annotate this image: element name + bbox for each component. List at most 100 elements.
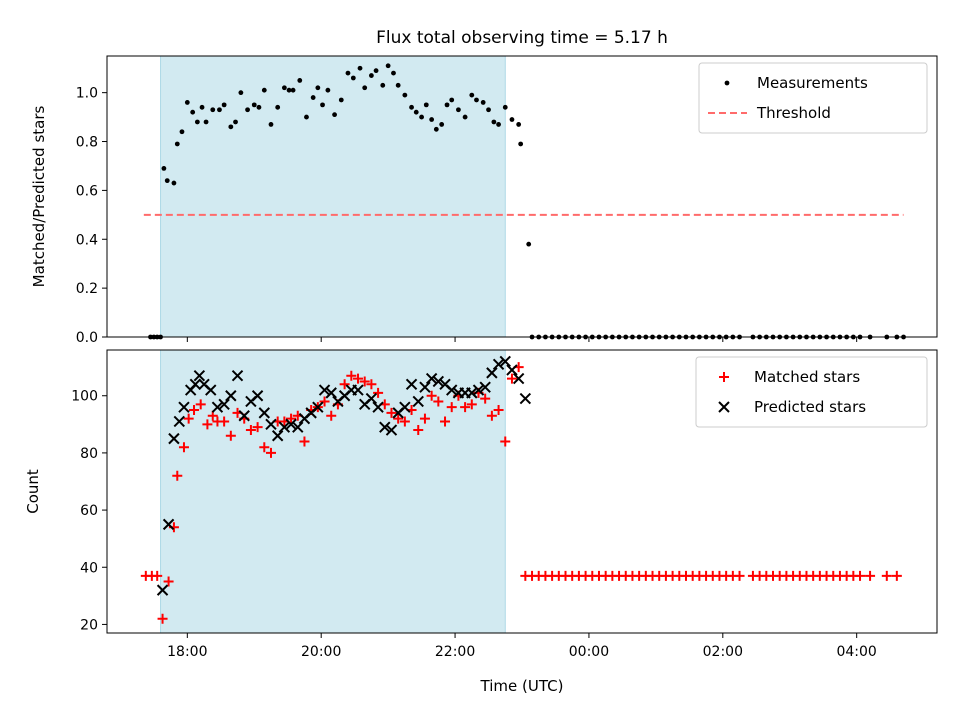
measurement-point [245,107,250,113]
matched-point [493,405,504,416]
measurement-point [526,241,532,247]
measurement-point [325,87,331,93]
matched-point [855,570,866,581]
measurement-point [171,180,177,186]
measurement-point [320,102,325,108]
series-predicted-stars [156,355,532,596]
measurement-point [256,104,262,110]
measurement-point [469,92,475,98]
measurement-point [338,97,344,103]
count-panel: 20 40 60 80 100 Count 18:00 20:00 22:00 00:00 02:0… [24,349,938,660]
matched-point [440,416,451,427]
predicted-point [519,392,532,405]
matched-point [413,425,424,436]
measurement-point [357,65,363,71]
measurement-point [456,107,461,113]
y-axis: 0.0 0.2 0.4 0.6 0.8 1.0 [76,86,107,346]
predicted-point [251,390,264,402]
matched-point [433,396,444,407]
predicted-point [419,381,431,393]
y-tick-label: 1.0 [76,86,98,102]
legend-label: Predicted stars [754,398,866,416]
measurement-point [332,112,337,118]
matched-point [881,570,892,581]
predicted-point [372,401,384,413]
matched-point [359,376,370,387]
predicted-point [271,430,284,442]
measurement-point [286,87,292,93]
measurement-point [423,102,429,108]
matched-point [373,387,384,398]
y-axis: 20 40 60 80 100 [71,389,107,633]
matched-point [163,576,174,587]
legend-box [695,356,928,428]
matched-point [172,470,183,481]
matched-point [891,570,902,581]
measurement-point [164,178,170,184]
predicted-point [506,364,518,376]
measurement-point [345,70,351,76]
predicted-point [412,395,424,408]
predicted-point [231,370,244,382]
predicted-point [218,398,230,411]
predicted-point [512,372,525,385]
matched-point [152,570,163,581]
matched-point [225,430,236,441]
legend-label: Measurements [757,74,868,92]
legend-label: Matched stars [754,368,860,386]
matched-point [265,447,276,458]
measurement-point [310,95,316,100]
matched-point [393,413,404,424]
matched-point [299,436,310,447]
plot-frame [106,349,938,634]
predicted-point [466,387,478,399]
predicted-point [292,421,304,433]
legend-marker [724,80,730,86]
matched-point [353,373,364,384]
measurement-point [433,126,439,132]
measurement-point [362,85,368,91]
predicted-point [278,421,291,433]
predicted-point [472,384,485,396]
legend: Measurements Threshold [698,62,928,134]
predicted-point [405,378,418,391]
matched-point [157,613,168,624]
matched-point [339,379,350,390]
y-tick-label: 0.2 [76,281,98,297]
measurement-point [518,141,524,147]
measurement-point [439,122,445,127]
matched-point [486,410,497,421]
measurement-point [203,119,209,125]
predicted-point [492,358,505,371]
predicted-point [318,384,331,396]
predicted-point [486,367,498,379]
matched-point [386,407,397,418]
predicted-point [178,401,190,413]
matched-point [286,413,297,424]
plot-frame [106,55,938,338]
matched-point [366,379,377,390]
y-tick-label: 20 [80,617,98,633]
matched-point [195,399,206,410]
measurement-point [199,104,205,110]
predicted-point [225,390,237,402]
y-tick-label: 0.6 [76,183,98,199]
x-tick-label: 04:00 [836,644,876,660]
legend: Matched stars Predicted stars [695,356,928,428]
legend-marker [718,401,730,413]
legend-label: Threshold [756,104,831,122]
measurement-point [419,114,424,120]
measurement-point [429,117,435,122]
predicted-point [285,418,297,431]
predicted-point [258,407,271,419]
measurement-point [161,166,167,171]
matched-point [460,402,471,413]
matched-point [183,413,194,424]
matched-point [865,570,876,581]
measurement-point [297,78,303,83]
legend-box [698,62,928,134]
matched-point [326,410,337,421]
predicted-point [425,372,438,385]
matched-point [446,402,457,413]
